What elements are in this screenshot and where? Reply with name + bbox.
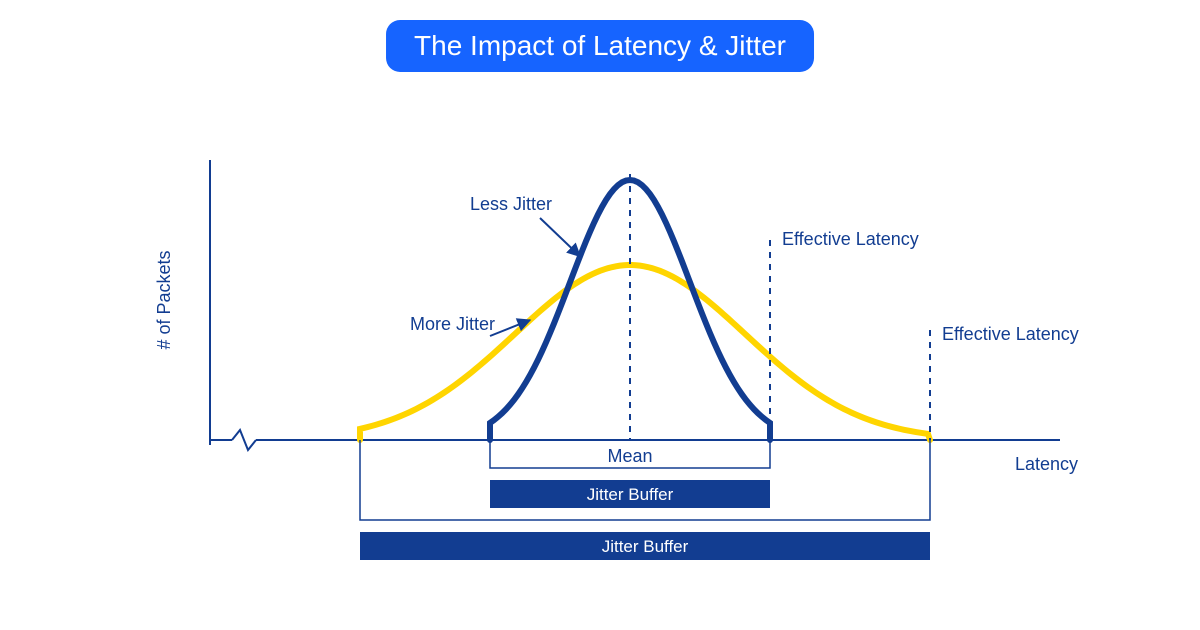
more-jitter-label: More Jitter	[410, 314, 495, 334]
less-jitter-arrow	[540, 218, 580, 256]
more-jitter-curve	[360, 265, 930, 440]
latency-jitter-diagram: # of Packets Latency Mean Effective Latency…	[0, 0, 1200, 630]
jitter-buffer-label: Jitter Buffer	[602, 537, 689, 556]
x-axis-label: Latency	[1015, 454, 1078, 474]
page-title-text: The Impact of Latency & Jitter	[414, 30, 786, 61]
effective-latency-label-inner: Effective Latency	[782, 229, 919, 249]
less-jitter-label: Less Jitter	[470, 194, 552, 214]
page-title: The Impact of Latency & Jitter	[386, 20, 814, 72]
y-axis-label: # of Packets	[154, 250, 174, 349]
jitter-buffer-label: Jitter Buffer	[587, 485, 674, 504]
mean-label: Mean	[607, 446, 652, 466]
effective-latency-label-outer: Effective Latency	[942, 324, 1079, 344]
